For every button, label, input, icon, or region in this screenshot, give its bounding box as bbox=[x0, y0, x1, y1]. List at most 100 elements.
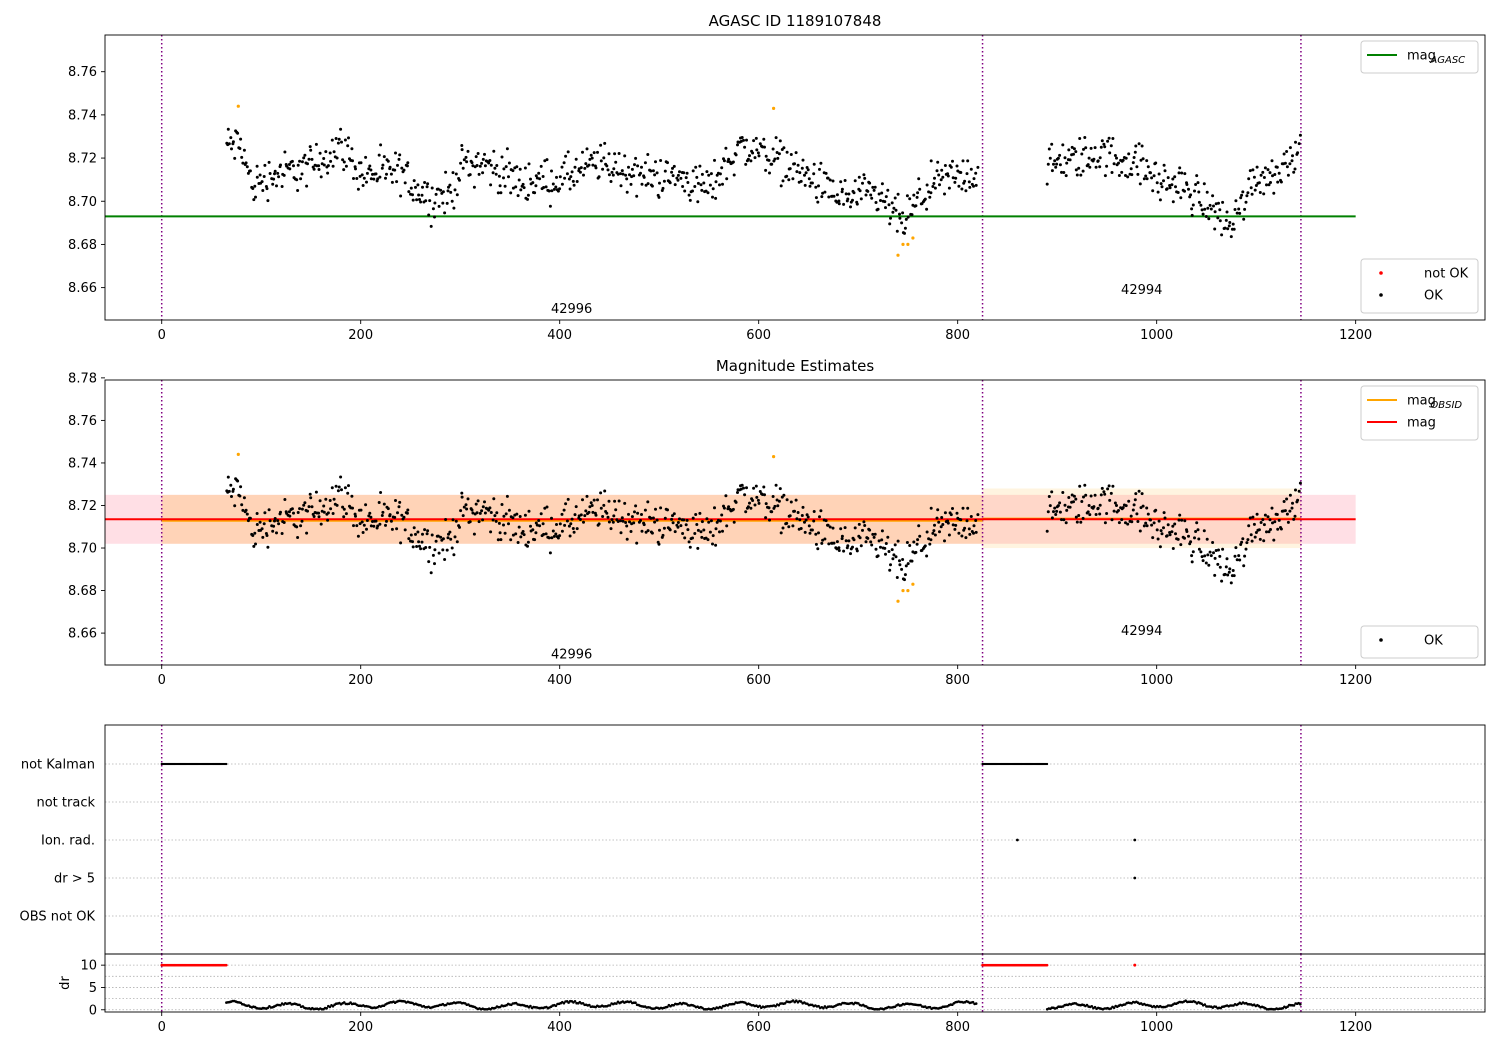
ok-point bbox=[1158, 198, 1162, 202]
ok-point bbox=[879, 199, 882, 202]
dr-point bbox=[795, 999, 798, 1002]
ok-point bbox=[1262, 176, 1266, 179]
ok-point bbox=[687, 193, 691, 197]
ok-point bbox=[668, 181, 672, 185]
ok-point bbox=[774, 483, 778, 487]
ok-point bbox=[252, 198, 256, 202]
ok-point bbox=[870, 196, 874, 200]
ok-point bbox=[859, 197, 863, 201]
x-tick-label: 400 bbox=[547, 673, 572, 688]
not-ok-point bbox=[906, 589, 910, 593]
ok-point bbox=[635, 541, 639, 545]
ok-point bbox=[502, 523, 505, 527]
ok-point bbox=[437, 551, 441, 555]
ok-point bbox=[1257, 528, 1261, 532]
ok-point bbox=[1062, 171, 1066, 174]
ok-point bbox=[1087, 156, 1091, 160]
ok-point bbox=[936, 160, 940, 164]
x-tick-label: 0 bbox=[158, 673, 166, 688]
ok-point bbox=[903, 573, 907, 577]
dr-point bbox=[758, 1004, 761, 1008]
ok-point bbox=[627, 165, 630, 169]
ok-point bbox=[941, 523, 945, 526]
ok-point bbox=[806, 515, 810, 519]
ok-point bbox=[560, 512, 564, 516]
ok-point bbox=[1082, 147, 1085, 151]
ok-point bbox=[1207, 217, 1211, 221]
ok-point bbox=[743, 145, 747, 149]
ok-point bbox=[1217, 201, 1220, 205]
ok-point bbox=[411, 193, 414, 197]
ok-point bbox=[1223, 226, 1227, 230]
ok-point bbox=[233, 156, 237, 160]
ok-point bbox=[1082, 495, 1085, 499]
ok-point bbox=[365, 519, 369, 522]
flag-category-label: dr > 5 bbox=[54, 872, 95, 887]
ok-point bbox=[826, 523, 830, 527]
ok-point bbox=[230, 495, 233, 498]
ok-point bbox=[555, 175, 558, 179]
ok-point bbox=[777, 152, 781, 156]
ok-point bbox=[478, 511, 482, 515]
ok-point bbox=[386, 507, 390, 511]
ok-point bbox=[470, 508, 474, 512]
ok-point bbox=[560, 182, 564, 186]
ok-point bbox=[1238, 211, 1242, 215]
ok-point bbox=[694, 165, 698, 169]
ok-point bbox=[326, 171, 330, 175]
ok-point bbox=[458, 178, 461, 182]
ok-point bbox=[1138, 529, 1142, 533]
dr-point bbox=[328, 1005, 332, 1009]
ok-point bbox=[415, 545, 419, 548]
ok-point bbox=[260, 180, 264, 184]
ok-point bbox=[852, 191, 856, 195]
ok-point bbox=[1266, 168, 1270, 172]
ok-point bbox=[614, 160, 618, 164]
ok-point bbox=[837, 549, 841, 552]
ok-point bbox=[354, 167, 357, 171]
not-ok-point bbox=[772, 106, 776, 110]
flag-point bbox=[1133, 838, 1137, 842]
ok-point bbox=[831, 526, 835, 530]
ok-point bbox=[460, 148, 464, 152]
ok-point bbox=[1089, 494, 1093, 498]
ok-point bbox=[1239, 543, 1243, 546]
ok-point bbox=[1244, 547, 1248, 551]
ok-point bbox=[461, 514, 465, 518]
ok-point bbox=[1216, 216, 1220, 220]
ok-point bbox=[839, 527, 843, 531]
ok-point bbox=[1191, 550, 1195, 554]
ok-point bbox=[273, 172, 276, 176]
ok-point bbox=[965, 172, 969, 176]
ok-point bbox=[937, 520, 941, 524]
ok-point bbox=[868, 181, 872, 185]
ok-point bbox=[880, 182, 884, 186]
ok-point bbox=[1266, 515, 1270, 519]
x-tick-label: 1000 bbox=[1140, 328, 1173, 343]
ok-point bbox=[1226, 227, 1230, 231]
ok-point bbox=[785, 498, 789, 502]
ok-point bbox=[1086, 163, 1090, 167]
ok-point bbox=[519, 188, 523, 192]
ok-point bbox=[1132, 156, 1136, 159]
ok-point bbox=[426, 529, 430, 533]
ok-point bbox=[1170, 183, 1174, 187]
ok-point bbox=[261, 189, 265, 192]
ok-point bbox=[279, 163, 282, 167]
ok-point bbox=[1063, 156, 1067, 160]
ok-point bbox=[1102, 142, 1106, 146]
ok-point bbox=[388, 513, 392, 517]
ok-point bbox=[634, 504, 638, 508]
ok-point bbox=[972, 531, 975, 535]
ok-point bbox=[299, 524, 303, 528]
dr-point bbox=[266, 1006, 270, 1010]
ok-point bbox=[492, 497, 496, 501]
ok-point bbox=[489, 183, 493, 187]
ok-point bbox=[1152, 521, 1156, 525]
ok-point bbox=[912, 540, 916, 544]
ok-point bbox=[489, 530, 493, 534]
ok-point bbox=[705, 517, 709, 521]
ok-point bbox=[1292, 517, 1296, 521]
